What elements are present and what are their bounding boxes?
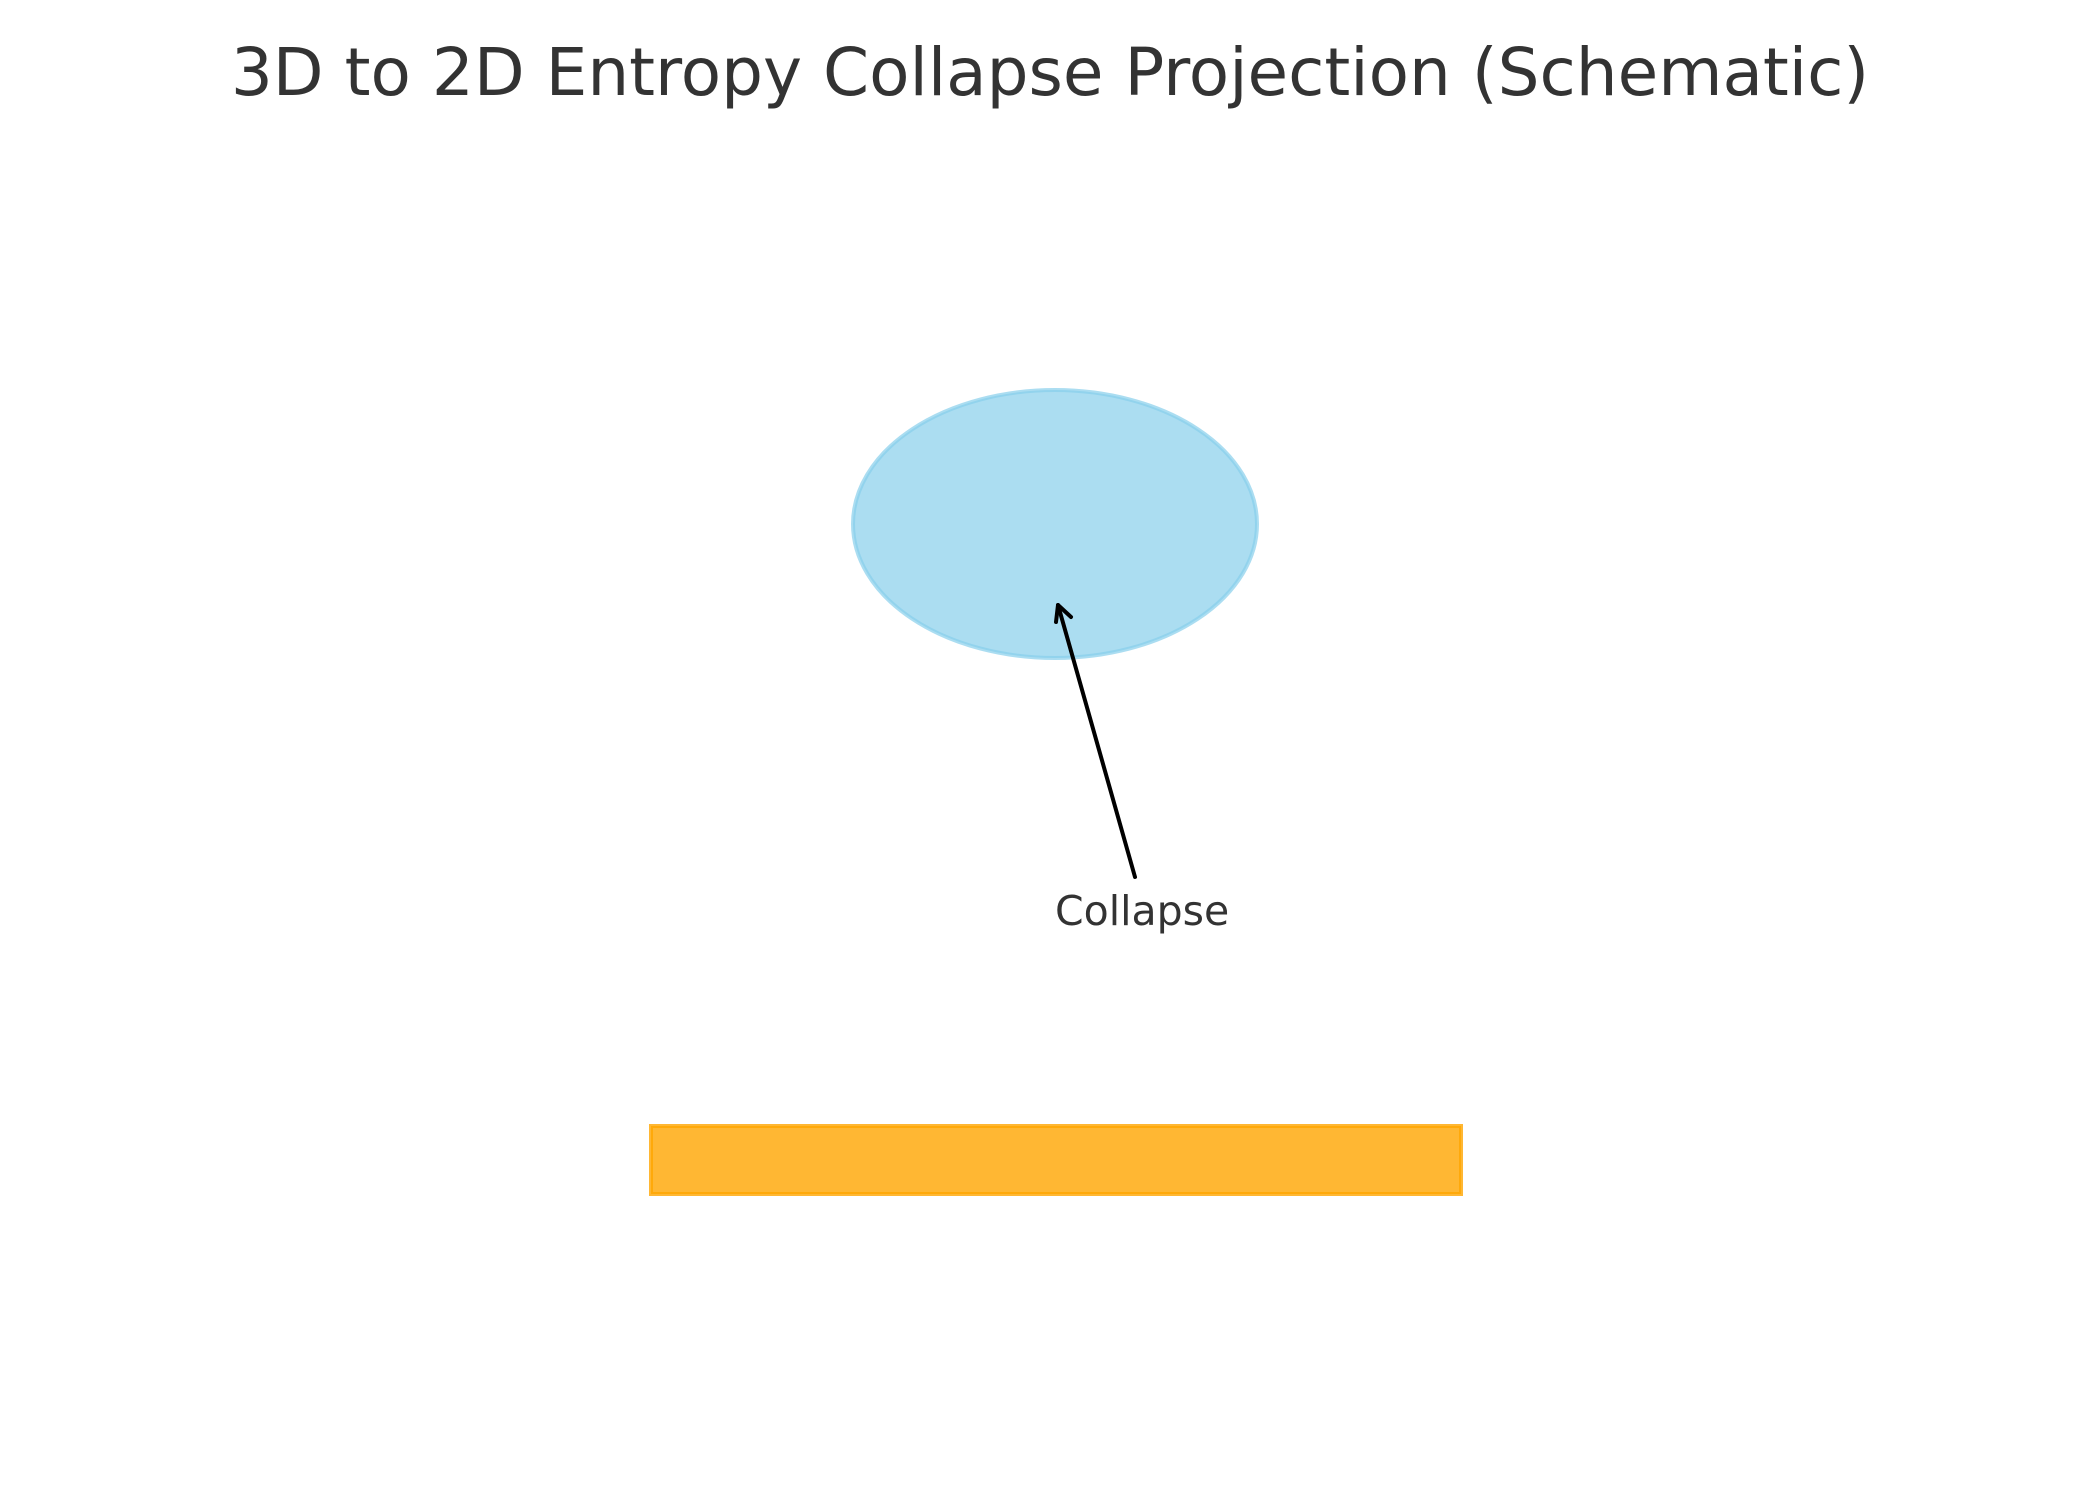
2d-plane-rectangle <box>649 1124 1463 1196</box>
collapse-annotation-label: Collapse <box>1055 887 1229 935</box>
collapse-arrow <box>1054 603 1137 879</box>
3d-volume-ellipse <box>851 388 1259 660</box>
diagram-title: 3D to 2D Entropy Collapse Projection (Sc… <box>231 34 1869 111</box>
collapse-arrow-head <box>1054 603 1073 624</box>
collapse-arrow-shaft <box>1056 603 1137 879</box>
